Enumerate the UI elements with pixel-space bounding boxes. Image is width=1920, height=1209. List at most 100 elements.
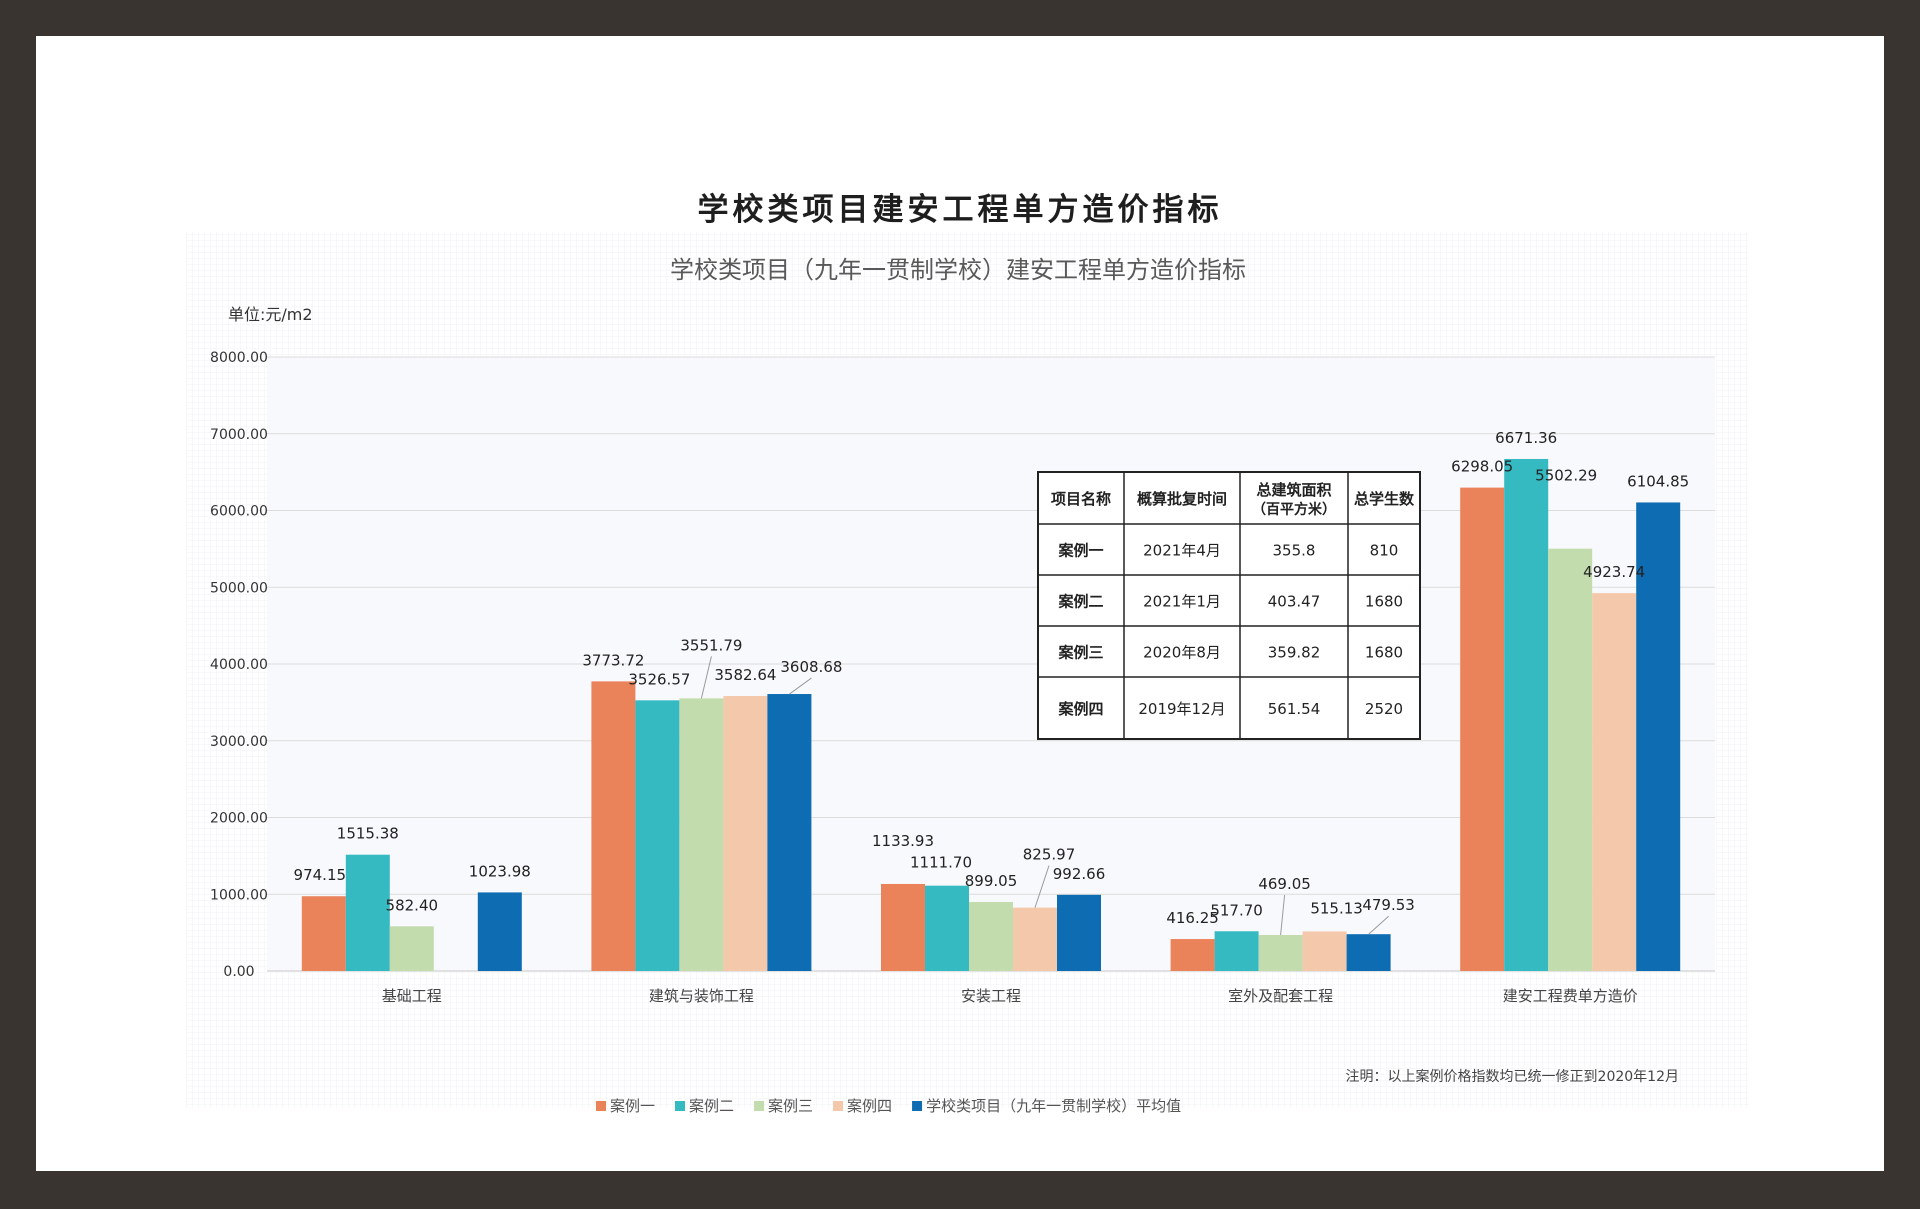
bar <box>1460 487 1505 971</box>
data-label: 1023.98 <box>469 862 531 880</box>
table-cell: 2520 <box>1365 700 1403 718</box>
x-tick-label: 室外及配套工程 <box>1228 987 1333 1005</box>
table-cell: 2020年8月 <box>1143 644 1221 662</box>
bar <box>1170 939 1215 971</box>
bar <box>969 901 1013 971</box>
bar <box>767 694 812 971</box>
y-tick-label: 5000.00 <box>210 580 268 596</box>
label-leader <box>1034 865 1050 908</box>
bar <box>635 700 680 971</box>
table-cell: 2021年1月 <box>1143 593 1221 611</box>
bar <box>1636 502 1681 971</box>
y-tick-label: 1000.00 <box>210 887 268 903</box>
data-label: 469.05 <box>1258 875 1311 893</box>
data-label: 992.66 <box>1053 865 1106 883</box>
bar <box>679 698 724 971</box>
table-cell: 1680 <box>1365 644 1403 662</box>
bar <box>1013 907 1057 971</box>
x-tick-label: 安装工程 <box>961 987 1021 1005</box>
table-cell: 1680 <box>1365 593 1403 611</box>
bar <box>925 885 969 971</box>
table-header-cell: 总学生数 <box>1354 490 1415 508</box>
bar <box>1592 593 1637 971</box>
table-cell: 810 <box>1370 542 1399 560</box>
data-label: 517.70 <box>1210 901 1263 919</box>
legend-swatch <box>912 1101 923 1111</box>
data-label: 1111.70 <box>910 854 972 872</box>
data-label: 3526.57 <box>628 670 690 688</box>
data-label: 899.05 <box>965 872 1018 890</box>
bar <box>1302 931 1347 971</box>
chart-title: 学校类项目（九年一贯制学校）建安工程单方造价指标 <box>670 256 1246 284</box>
legend-item: 案例二 <box>675 1097 734 1115</box>
data-label: 416.25 <box>1166 909 1219 927</box>
data-label: 974.15 <box>294 866 347 884</box>
data-label: 479.53 <box>1362 896 1415 914</box>
legend-label: 案例四 <box>847 1097 892 1115</box>
y-tick-label: 0.00 <box>223 964 254 980</box>
data-label: 3582.64 <box>714 666 776 684</box>
legend-item: 学校类项目（九年一贯制学校）平均值 <box>912 1097 1181 1115</box>
bar <box>477 892 522 971</box>
table-cell: 2021年4月 <box>1143 542 1221 560</box>
bar <box>881 883 925 971</box>
unit-label: 单位:元/m2 <box>228 305 313 324</box>
table-cell: 案例四 <box>1057 700 1103 718</box>
label-leader <box>789 677 812 695</box>
label-leader <box>1280 894 1286 936</box>
bar <box>723 696 768 971</box>
y-tick-label: 3000.00 <box>210 734 268 750</box>
data-label: 6671.36 <box>1495 429 1557 447</box>
table-header-cell: 总建筑面积 <box>1256 481 1331 499</box>
bar <box>389 926 434 971</box>
legend-swatch <box>754 1101 765 1111</box>
data-label: 515.13 <box>1310 899 1363 917</box>
data-label: 6104.85 <box>1627 472 1689 490</box>
legend-item: 案例一 <box>596 1097 655 1115</box>
data-label: 825.97 <box>1023 846 1076 864</box>
data-label: 5502.29 <box>1535 467 1597 485</box>
chart: 学校类项目（九年一贯制学校）建安工程单方造价指标 单位:元/m2 0.00 100… <box>186 232 1748 1115</box>
bar <box>1214 931 1259 971</box>
legend-label: 案例三 <box>768 1097 813 1115</box>
legend-swatch <box>833 1101 844 1111</box>
table-cell: 2019年12月 <box>1138 700 1225 718</box>
data-label: 4923.74 <box>1583 563 1645 581</box>
legend-label: 案例二 <box>689 1097 734 1115</box>
sheet: 学校类项目建安工程单方造价指标 学校类项目（九年一贯制学校）建安工程单方造价指标… <box>36 36 1884 1171</box>
bars <box>301 458 1681 971</box>
table-frame <box>1037 471 1421 740</box>
y-axis-ticks: 0.00 1000.00 2000.00 3000.00 4000.00 5000.00 6… <box>210 350 268 980</box>
data-label: 1515.38 <box>337 825 399 843</box>
table-cell: 案例一 <box>1057 542 1103 560</box>
x-tick-label: 基础工程 <box>382 987 442 1005</box>
x-axis-ticks: 基础工程 建筑与装饰工程 安装工程 室外及配套工程 建安工程费单方造价 <box>382 987 1638 1005</box>
data-labels: 974.15 1515.38 582.40 1023.98 3773.723526.57… <box>294 429 1689 936</box>
legend-label: 案例一 <box>610 1097 655 1115</box>
table-cell: 561.54 <box>1268 700 1321 718</box>
legend-swatch <box>675 1101 686 1111</box>
legend-item: 案例三 <box>754 1097 813 1115</box>
bar <box>301 896 346 971</box>
table-header-cell: 概算批复时间 <box>1137 490 1227 508</box>
table-cell: 355.8 <box>1273 542 1316 560</box>
table-cell: 案例三 <box>1057 644 1103 662</box>
data-label: 582.40 <box>386 896 439 914</box>
legend: 案例一 案例二 案例三 案例四 学校类项目（九年一贯制学校）平均值 <box>596 1097 1181 1115</box>
bar <box>591 681 636 971</box>
data-label: 3773.72 <box>582 651 644 669</box>
data-label: 3608.68 <box>780 658 842 676</box>
legend-swatch <box>596 1101 606 1111</box>
bar <box>1346 934 1391 971</box>
bar <box>1057 894 1101 971</box>
data-label: 6298.05 <box>1451 458 1513 476</box>
data-label: 3551.79 <box>680 636 742 654</box>
x-tick-label: 建安工程费单方造价 <box>1503 987 1638 1005</box>
x-tick-label: 建筑与装饰工程 <box>649 987 754 1005</box>
table-cell: 案例二 <box>1057 593 1103 611</box>
y-tick-label: 7000.00 <box>210 427 268 443</box>
table-header-cell: （百平方米） <box>1252 501 1336 518</box>
table-header-cell: 项目名称 <box>1051 490 1111 508</box>
legend-label: 学校类项目（九年一贯制学校）平均值 <box>926 1097 1181 1115</box>
